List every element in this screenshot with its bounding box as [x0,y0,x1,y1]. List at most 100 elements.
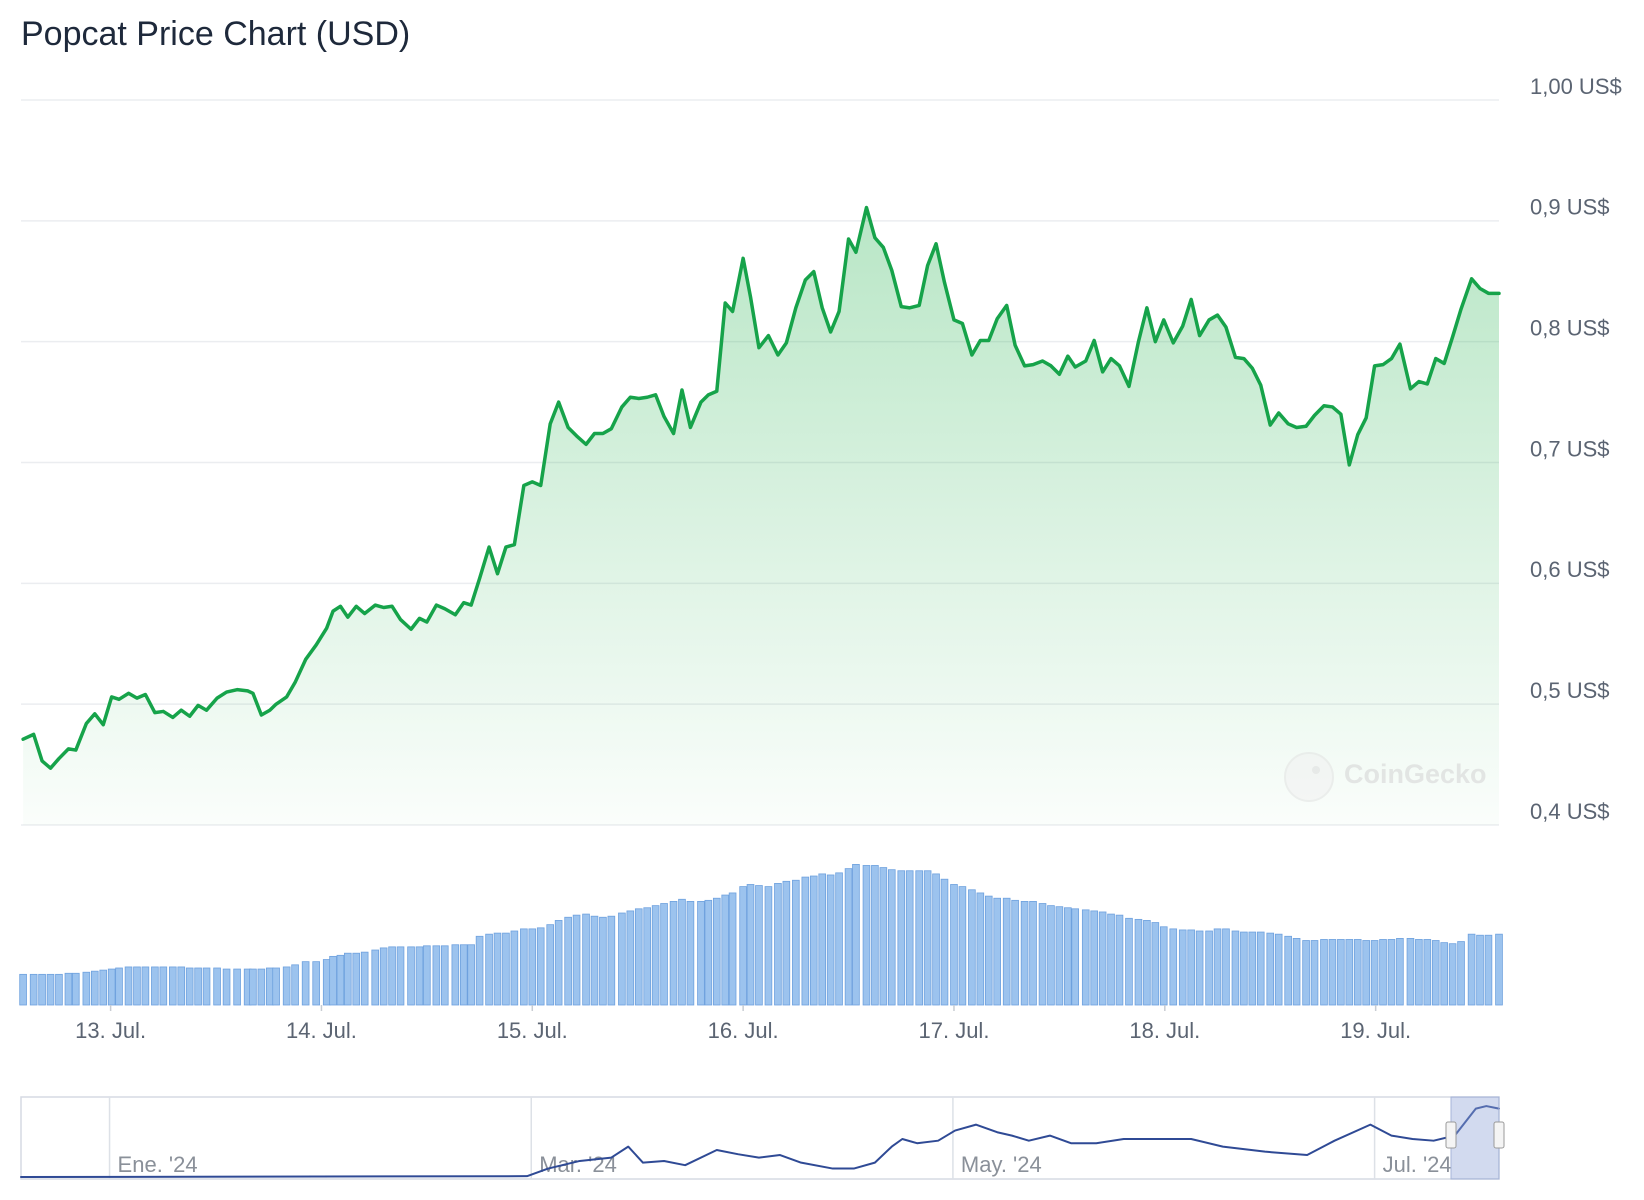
volume-bar [1231,930,1240,1006]
volume-bar [1362,940,1370,1006]
volume-bar [1169,928,1178,1006]
selection-handle-right[interactable] [1493,1121,1505,1149]
navigator-selection[interactable] [1445,1096,1505,1180]
volume-bar [1071,908,1080,1006]
volume-bar [1187,929,1195,1006]
volume-bar [697,901,705,1006]
volume-bar [301,961,310,1006]
volume-bar [528,928,537,1006]
watermark: CoinGecko [1284,752,1487,802]
volume-bar [1345,939,1354,1006]
volume-bar [107,968,116,1006]
volume-bar [222,968,231,1006]
navigator: Ene. '24 Mar. '24 May. '24 Jul. '24 [20,1096,1500,1180]
volume-bar [194,967,202,1006]
volume-bar [459,944,468,1006]
volume-bar [993,897,1001,1006]
selection-handle-left[interactable] [1445,1121,1457,1149]
selection-window[interactable] [1450,1096,1500,1180]
volume-bar [38,973,46,1006]
labels: 0,4 US$ 0,5 US$ 0,6 US$ 0,7 US$ 0,8 US$ 0,9 U… [75,74,1622,1043]
volume-bar [634,908,643,1006]
volume-bar [1448,943,1457,1006]
volume-bar [141,966,150,1006]
y-tick-label: 0,9 US$ [1530,195,1610,220]
volume-bar [626,910,635,1006]
x-tick-label: 19. Jul. [1340,1018,1411,1043]
volume-bar [1476,934,1484,1006]
volume-bar [1457,941,1465,1006]
volume-bar [950,884,958,1006]
volume-bar [546,924,555,1006]
volume-bar [1248,931,1257,1006]
volume-bar [721,894,730,1006]
volume-bar [607,915,616,1006]
x-tick-label: 15. Jul. [497,1018,568,1043]
volume-bar [905,870,914,1006]
volume-bar [90,970,99,1006]
volume-bar [485,933,493,1006]
volume-bar [704,899,713,1006]
volume-bar [1440,942,1448,1006]
x-tick-label: 18. Jul. [1129,1018,1200,1043]
volume-bar [660,903,668,1006]
volume-bar [502,932,510,1006]
area-layer [23,207,1500,825]
volume-bar [1379,939,1387,1006]
volume-bar [520,928,528,1006]
x-tick-label: 17. Jul. [919,1018,990,1043]
volume-bar [1038,903,1047,1006]
volume-bar [968,889,976,1006]
volume-bar [312,961,320,1006]
x-tick-label: 16. Jul. [708,1018,779,1043]
volume-bar [322,959,331,1006]
navigator-tick-label: Ene. '24 [118,1152,198,1177]
volume-layer [19,864,1503,1006]
volume-bar [233,968,241,1006]
volume-bar [440,945,449,1006]
volume-bar [99,969,108,1006]
volume-bar [643,907,651,1006]
volume-bar [379,947,388,1006]
navigator-tick-label: Jul. '24 [1383,1152,1452,1177]
volume-bar [1159,926,1168,1006]
volume-bar [564,916,572,1006]
volume-bar [1415,939,1423,1006]
volume-bar [887,869,896,1006]
volume-bar [510,930,519,1006]
volume-bar [852,864,860,1006]
volume-bar [177,966,186,1006]
volume-bar [46,973,55,1006]
volume-bar [19,973,27,1006]
volume-bar [1284,935,1292,1006]
volume-bar [712,897,721,1006]
volume-bar [1178,929,1187,1006]
volume-bar [1125,917,1133,1006]
volume-bar [1370,940,1379,1006]
volume-bar [336,954,345,1006]
volume-bar [1431,940,1440,1006]
volume-bar [792,879,800,1006]
volume-bar [1328,939,1337,1006]
volume-bar [344,952,352,1006]
watermark-eye [1312,766,1320,774]
volume-bar [272,967,280,1006]
volume-bar [451,944,460,1006]
volume-bar [1495,933,1503,1006]
volume-bar [1205,930,1213,1006]
volume-bar [764,886,773,1006]
volume-bar [1020,901,1029,1006]
volume-bar [728,892,737,1006]
volume-bar [371,949,380,1006]
volume-bar [475,935,484,1006]
volume-bar [169,966,177,1006]
volume-bar [1396,938,1404,1006]
volume-bar [1423,939,1432,1006]
volume-bar [678,898,686,1006]
volume-bar [352,952,361,1006]
volume-bar [1274,933,1283,1006]
volume-bar [1098,911,1107,1006]
volume-bar [1310,940,1319,1006]
volume-bar [651,905,660,1006]
volume-bar [923,870,932,1006]
